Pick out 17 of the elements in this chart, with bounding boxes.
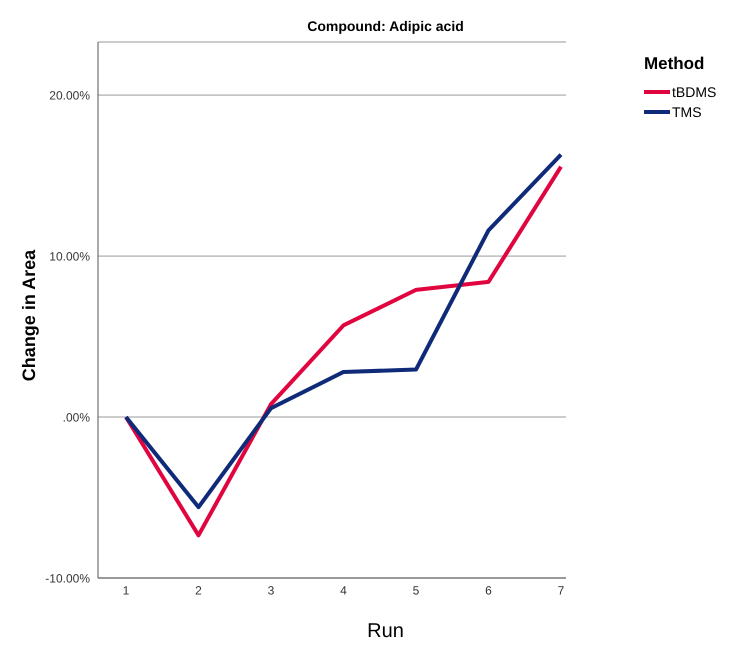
x-tick-label: 2	[195, 584, 202, 598]
y-axis-title: Change in Area	[20, 249, 40, 381]
legend-title: Method	[644, 54, 706, 74]
y-tick-label: .00%	[62, 410, 90, 424]
x-tick-label: 7	[558, 584, 565, 598]
x-tick-label: 1	[122, 584, 130, 598]
y-tick-label: 10.00%	[49, 249, 90, 264]
x-tick-label: 5	[412, 584, 420, 598]
x-tick-label: 3	[268, 584, 275, 598]
y-tick-label: -10.00%	[45, 571, 90, 586]
x-axis-title: Run	[366, 620, 405, 643]
x-tick-label: 4	[340, 584, 348, 598]
y-tick-label: 20.00%	[49, 88, 90, 102]
legend-label: tBDMS	[672, 84, 716, 100]
chart-title: Compound: Adipic acid	[306, 18, 465, 34]
x-tick-label: 6	[485, 584, 492, 598]
legend-label: TMS	[672, 104, 702, 120]
